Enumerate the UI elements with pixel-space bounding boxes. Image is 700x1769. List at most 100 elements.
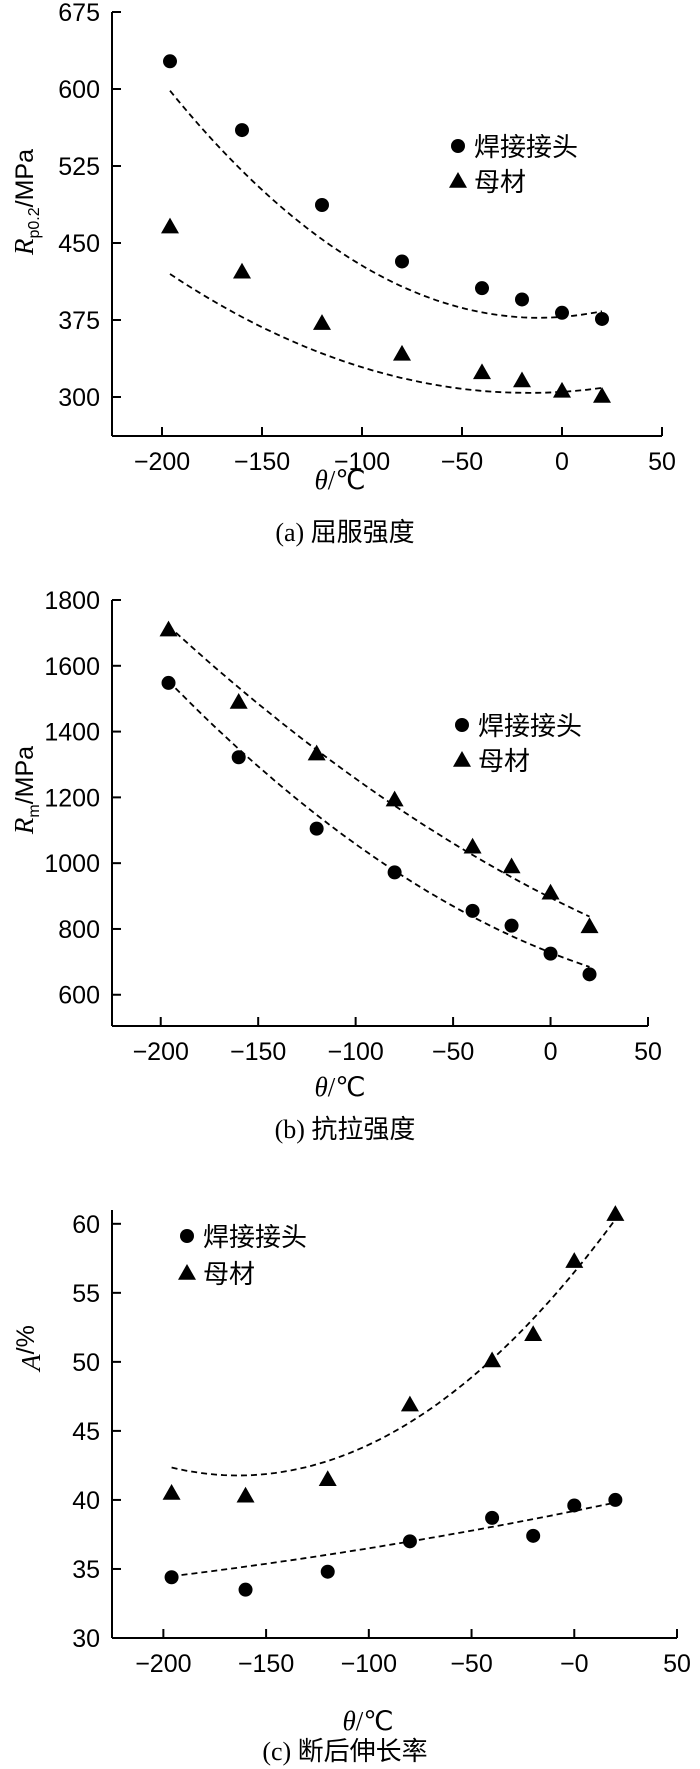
axes [111,1210,678,1639]
y-tick-label: 600 [58,982,100,1010]
base-metal-point [541,883,560,900]
y-axis-label: Rp0.2/MPa [9,149,43,256]
base-metal-point [233,262,251,279]
base-metal-point [313,314,331,330]
base-metal-point [483,1351,502,1368]
y-tick-label: 1000 [44,850,100,878]
weld-joint-point [238,1582,253,1597]
weld-joint-point [387,865,402,880]
base-metal-point [162,1484,181,1500]
fit-curves [171,1218,617,1578]
weld-joint-point [475,281,489,296]
legend-label: 焊接接头 [478,712,582,742]
tick-labels: 600 800 1000 1200 1400 1600 1800 −200 −150 −100 −5… [44,587,662,1066]
base-metal-point [524,1325,543,1342]
x-tick-label: −0 [560,1650,589,1678]
weld-joint-point [582,967,597,982]
x-tick-label: 0 [544,1038,558,1066]
y-tick-label: 40 [72,1487,100,1515]
x-tick-label: −150 [234,448,290,476]
weld-joint-point [163,54,177,69]
weld-joint-point [567,1498,582,1513]
chart-panel-b: 600 800 1000 1200 1400 1600 1800 −200 −150 −100 −5… [9,587,662,1144]
base-metal-point [318,1470,337,1486]
weld-joint-point [320,1564,335,1579]
weld-joint-point [485,1510,500,1525]
legend-marker-base-metal [449,172,467,188]
x-tick-label: −50 [432,1038,474,1066]
data-markers [159,620,599,982]
y-tick-label: 1800 [44,587,100,615]
y-tick-label: 300 [58,384,100,412]
x-tick-label: −50 [450,1650,492,1678]
x-tick-label: −200 [135,1650,191,1678]
base-metal-point [385,790,404,807]
axes [111,11,663,437]
fit-curve-weld-joint [171,1501,616,1578]
weld-joint-point [395,254,409,269]
y-tick-label: 1600 [44,653,100,681]
base-metal-point [606,1205,625,1221]
x-axis-label: θ/℃ [314,465,365,495]
chart-panel-c: 30 35 40 45 50 55 60 −200 −150 −100 −50 −0 50 焊接接头母材… [12,1205,691,1766]
x-tick-label: −150 [230,1038,286,1066]
x-tick-label: −100 [334,448,390,476]
legend-marker-weld-joint [180,1229,194,1243]
fit-curve-base-metal [171,1218,617,1477]
base-metal-point [463,837,482,854]
x-tick-label: −200 [133,1038,189,1066]
legend-label: 母材 [478,747,530,777]
base-metal-point [161,217,179,234]
x-tick-label: −200 [134,448,190,476]
y-tick-label: 35 [72,1556,100,1584]
legend-label: 焊接接头 [203,1223,307,1253]
x-tick-label: 0 [555,448,569,476]
x-tick-label: 50 [663,1650,691,1678]
weld-joint-point [608,1492,623,1507]
weld-joint-point [235,123,249,138]
weld-joint-point [526,1528,541,1543]
weld-joint-point [315,198,329,213]
x-tick-label: −50 [441,448,483,476]
legend-marker-base-metal [178,1264,196,1280]
y-tick-label: 30 [72,1625,100,1653]
x-tick-label: 50 [648,448,676,476]
y-tick-label: 55 [72,1280,100,1308]
fit-curves [167,625,590,968]
data-markers [161,54,611,403]
base-metal-point [593,386,611,403]
x-tick-label: 50 [634,1038,662,1066]
weld-joint-point [231,750,246,765]
weld-joint-point [309,821,324,836]
weld-joint-point [595,311,609,326]
base-metal-point [229,692,248,709]
base-metal-point [513,371,531,388]
weld-joint-point [543,946,558,961]
y-axis-label: A/% [12,1325,46,1373]
chart-caption: (b) 抗拉强度 [275,1115,416,1144]
tick-labels: 30 35 40 45 50 55 60 −200 −150 −100 −50 −0 50 [72,1211,691,1678]
data-markers [162,1205,625,1597]
base-metal-point [580,917,599,934]
fit-curve-base-metal [167,625,590,918]
x-axis-label: θ/℃ [342,1706,393,1736]
weld-joint-point [515,292,529,307]
base-metal-point [565,1252,584,1268]
weld-joint-point [164,1570,179,1585]
chart-caption: (c) 断后伸长率 [262,1737,427,1766]
legend-marker-weld-joint [455,718,469,732]
weld-joint-point [555,305,569,320]
weld-joint-point [504,918,519,933]
weld-joint-point [465,903,480,918]
weld-joint-point [402,1534,417,1549]
tick-labels: 300 375 450 525 600 675 −200 −150 −100 −50 0 50 [58,0,676,476]
y-tick-label: 50 [72,1349,100,1377]
legend-marker-base-metal [453,751,471,767]
base-metal-point [159,620,178,637]
base-metal-point [400,1395,419,1412]
y-tick-label: 1400 [44,719,100,747]
x-tick-label: −100 [341,1650,397,1678]
